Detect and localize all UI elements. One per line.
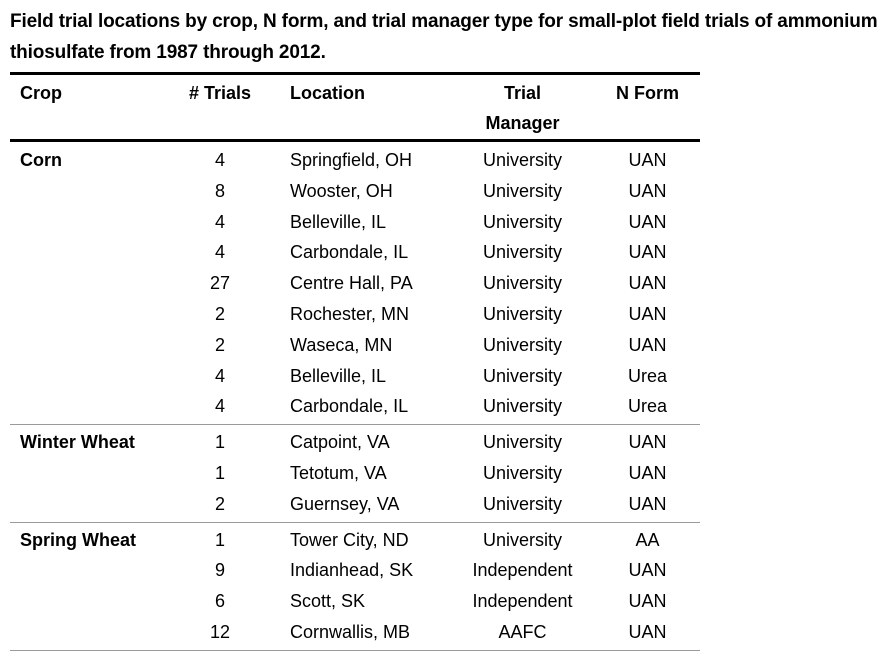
cell-n-form: AA bbox=[635, 529, 660, 550]
cell-location: Scott, SK bbox=[290, 591, 366, 612]
crop-group: Corn 4 Springfield, OH University UAN 8 Wooste… bbox=[10, 142, 700, 426]
header-trial-manager: Trial Manager bbox=[450, 78, 595, 138]
cell-n-form: UAN bbox=[628, 462, 667, 483]
cell-n-form: UAN bbox=[628, 273, 667, 294]
cell-trials: 4 bbox=[214, 365, 225, 386]
cell-trial-manager: University bbox=[482, 303, 562, 324]
cell-trials: 2 bbox=[214, 493, 225, 514]
cell-trial-manager: University bbox=[482, 462, 562, 483]
cell-trials: 9 bbox=[214, 560, 225, 581]
table-header: Crop # Trials Location Trial Manager N F… bbox=[10, 75, 700, 142]
table-row: 4 Belleville, IL University Urea bbox=[10, 361, 700, 392]
cell-location: Rochester, MN bbox=[290, 303, 410, 324]
cell-trials: 6 bbox=[214, 591, 225, 612]
header-n-form: N Form bbox=[616, 83, 679, 103]
cell-n-form: UAN bbox=[628, 334, 667, 355]
cell-trials: 4 bbox=[214, 150, 225, 170]
cell-trials: 4 bbox=[214, 242, 225, 263]
cell-trial-manager: University bbox=[482, 493, 562, 514]
cell-crop: Winter Wheat bbox=[20, 432, 135, 453]
table-row: Corn 4 Springfield, OH University UAN bbox=[10, 145, 700, 176]
crop-group: Spring Wheat 1 Tower City, ND University AA 9… bbox=[10, 523, 700, 651]
header-trial-manager-line2: Manager bbox=[485, 113, 560, 133]
cell-trial-manager: Independent bbox=[472, 591, 573, 612]
cell-location: Carbondale, IL bbox=[290, 396, 409, 417]
cell-trial-manager: AAFC bbox=[498, 621, 547, 642]
cell-trials: 27 bbox=[209, 273, 231, 294]
cell-trials: 1 bbox=[214, 529, 225, 550]
cell-trials: 4 bbox=[214, 211, 225, 232]
cell-trial-manager: University bbox=[482, 180, 562, 201]
cell-trials: 1 bbox=[214, 462, 225, 483]
table-row: Winter Wheat 1 Catpoint, VA University UAN bbox=[10, 427, 700, 458]
header-trials: # Trials bbox=[188, 83, 252, 103]
cell-location: Belleville, IL bbox=[290, 211, 387, 232]
cell-n-form: UAN bbox=[628, 560, 667, 581]
cell-location: Springfield, OH bbox=[290, 150, 413, 170]
cell-trial-manager: University bbox=[482, 273, 562, 294]
table-row: 1 Tetotum, VA University UAN bbox=[10, 458, 700, 489]
cell-trials: 2 bbox=[214, 334, 225, 355]
cell-n-form: UAN bbox=[628, 621, 667, 642]
table-row: 2 Guernsey, VA University UAN bbox=[10, 489, 700, 520]
table-row: 2 Rochester, MN University UAN bbox=[10, 299, 700, 330]
table-body: Corn 4 Springfield, OH University UAN 8 Wooste… bbox=[10, 142, 700, 651]
cell-trial-manager: University bbox=[482, 242, 562, 263]
header-location: Location bbox=[290, 83, 365, 103]
cell-location: Waseca, MN bbox=[290, 334, 393, 355]
cell-location: Guernsey, VA bbox=[290, 493, 400, 514]
cell-crop: Corn bbox=[20, 150, 62, 170]
cell-n-form: UAN bbox=[628, 591, 667, 612]
trials-table: Crop # Trials Location Trial Manager N F… bbox=[10, 72, 700, 651]
cell-n-form: UAN bbox=[628, 493, 667, 514]
cell-n-form: Urea bbox=[627, 396, 667, 417]
cell-location: Belleville, IL bbox=[290, 365, 387, 386]
table-row: Spring Wheat 1 Tower City, ND University AA bbox=[10, 525, 700, 556]
cell-n-form: UAN bbox=[628, 303, 667, 324]
header-crop: Crop bbox=[20, 83, 62, 103]
cell-location: Carbondale, IL bbox=[290, 242, 409, 263]
table-row: 4 Carbondale, IL University UAN bbox=[10, 237, 700, 268]
cell-trials: 1 bbox=[214, 432, 225, 453]
cell-trials: 4 bbox=[214, 396, 225, 417]
cell-location: Centre Hall, PA bbox=[290, 273, 413, 294]
cell-trial-manager: University bbox=[482, 432, 562, 453]
cell-trial-manager: University bbox=[482, 211, 562, 232]
cell-trial-manager: University bbox=[482, 365, 562, 386]
table-caption: Field trial locations by crop, N form, a… bbox=[10, 11, 878, 63]
cell-trial-manager: University bbox=[482, 396, 562, 417]
cell-location: Tetotum, VA bbox=[290, 462, 387, 483]
cell-location: Wooster, OH bbox=[290, 180, 393, 201]
cell-trials: 12 bbox=[209, 621, 231, 642]
cell-trial-manager: University bbox=[482, 529, 562, 550]
cell-n-form: UAN bbox=[628, 150, 667, 170]
crop-group: Winter Wheat 1 Catpoint, VA University UAN 1 T… bbox=[10, 425, 700, 523]
table-row: 9 Indianhead, SK Independent UAN bbox=[10, 555, 700, 586]
table-row: 4 Belleville, IL University UAN bbox=[10, 207, 700, 238]
cell-n-form: UAN bbox=[628, 211, 667, 232]
cell-location: Tower City, ND bbox=[290, 529, 409, 550]
header-trial-manager-line1: Trial bbox=[503, 83, 542, 103]
table-row: 2 Waseca, MN University UAN bbox=[10, 330, 700, 361]
cell-trials: 8 bbox=[214, 180, 225, 201]
cell-trial-manager: Independent bbox=[472, 560, 573, 581]
cell-n-form: UAN bbox=[628, 180, 667, 201]
cell-crop: Spring Wheat bbox=[20, 529, 136, 550]
table-row: 6 Scott, SK Independent UAN bbox=[10, 586, 700, 617]
cell-trials: 2 bbox=[214, 303, 225, 324]
cell-n-form: UAN bbox=[628, 242, 667, 263]
cell-n-form: Urea bbox=[627, 365, 667, 386]
cell-trial-manager: University bbox=[482, 150, 562, 170]
cell-location: Indianhead, SK bbox=[290, 560, 414, 581]
cell-location: Cornwallis, MB bbox=[290, 621, 411, 642]
cell-location: Catpoint, VA bbox=[290, 432, 390, 453]
cell-n-form: UAN bbox=[628, 432, 667, 453]
table-row: 8 Wooster, OH University UAN bbox=[10, 176, 700, 207]
table-row: 4 Carbondale, IL University Urea bbox=[10, 391, 700, 422]
table-row: 27 Centre Hall, PA University UAN bbox=[10, 268, 700, 299]
cell-trial-manager: University bbox=[482, 334, 562, 355]
table-row: 12 Cornwallis, MB AAFC UAN bbox=[10, 617, 700, 648]
